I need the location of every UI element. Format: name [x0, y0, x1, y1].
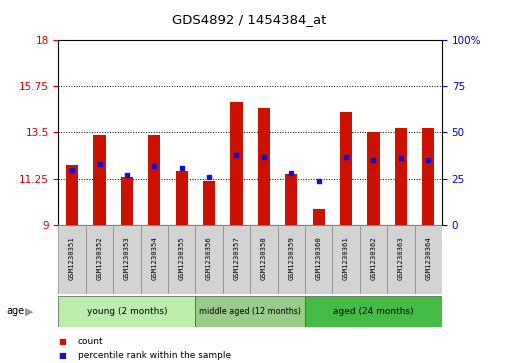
Bar [258, 108, 270, 225]
Text: percentile rank within the sample: percentile rank within the sample [78, 351, 231, 359]
Text: GDS4892 / 1454384_at: GDS4892 / 1454384_at [172, 13, 326, 26]
Bar [148, 135, 161, 225]
Bar [305, 225, 332, 294]
Text: GSM1230357: GSM1230357 [234, 236, 239, 280]
Bar [203, 181, 215, 225]
Bar [285, 174, 298, 225]
Bar [395, 129, 407, 225]
Bar [332, 225, 360, 294]
Bar [93, 135, 106, 225]
Text: GSM1230351: GSM1230351 [69, 236, 75, 280]
Text: ■: ■ [58, 338, 67, 346]
Text: GSM1230354: GSM1230354 [151, 236, 157, 280]
Bar [196, 296, 305, 327]
Text: age: age [6, 306, 24, 316]
Bar [305, 296, 442, 327]
Text: young (2 months): young (2 months) [87, 307, 167, 316]
Text: GSM1230359: GSM1230359 [288, 236, 294, 280]
Text: ■: ■ [58, 351, 67, 359]
Text: middle aged (12 months): middle aged (12 months) [199, 307, 301, 316]
Bar [367, 132, 379, 225]
Text: GSM1230363: GSM1230363 [398, 236, 404, 280]
Bar [312, 209, 325, 225]
Bar [250, 225, 277, 294]
Bar [58, 296, 196, 327]
Bar [168, 225, 196, 294]
Text: count: count [78, 338, 103, 346]
Text: GSM1230356: GSM1230356 [206, 236, 212, 280]
Bar [58, 225, 86, 294]
Bar [176, 171, 188, 225]
Text: GSM1230362: GSM1230362 [370, 236, 376, 280]
Bar [86, 225, 113, 294]
Bar [340, 112, 352, 225]
Text: GSM1230361: GSM1230361 [343, 236, 349, 280]
Text: GSM1230360: GSM1230360 [315, 236, 322, 280]
Text: GSM1230358: GSM1230358 [261, 236, 267, 280]
Text: GSM1230353: GSM1230353 [124, 236, 130, 280]
Text: aged (24 months): aged (24 months) [333, 307, 414, 316]
Bar [66, 166, 78, 225]
Bar [277, 225, 305, 294]
Bar [113, 225, 141, 294]
Bar [223, 225, 250, 294]
Text: ▶: ▶ [25, 306, 34, 316]
Bar [230, 102, 243, 225]
Bar [387, 225, 415, 294]
Bar [422, 129, 434, 225]
Bar [141, 225, 168, 294]
Bar [415, 225, 442, 294]
Bar [196, 225, 223, 294]
Bar [121, 177, 133, 225]
Bar [360, 225, 387, 294]
Text: GSM1230364: GSM1230364 [425, 236, 431, 280]
Text: GSM1230355: GSM1230355 [179, 236, 185, 280]
Text: GSM1230352: GSM1230352 [97, 236, 103, 280]
